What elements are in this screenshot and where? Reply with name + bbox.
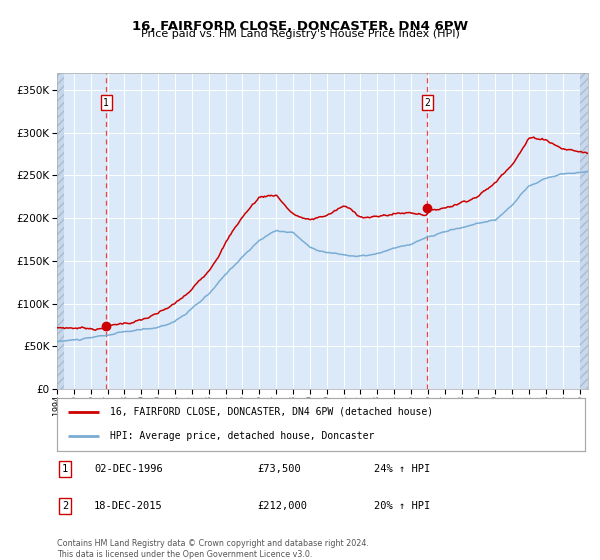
Text: 02-DEC-1996: 02-DEC-1996 xyxy=(94,464,163,474)
Text: 2: 2 xyxy=(62,501,68,511)
Text: 2: 2 xyxy=(424,98,430,108)
Text: Price paid vs. HM Land Registry's House Price Index (HPI): Price paid vs. HM Land Registry's House … xyxy=(140,29,460,39)
Text: £73,500: £73,500 xyxy=(257,464,301,474)
Bar xyxy=(580,73,588,389)
Text: 20% ↑ HPI: 20% ↑ HPI xyxy=(374,501,430,511)
Bar xyxy=(57,73,64,389)
Text: 16, FAIRFORD CLOSE, DONCASTER, DN4 6PW: 16, FAIRFORD CLOSE, DONCASTER, DN4 6PW xyxy=(132,20,468,32)
Text: 1: 1 xyxy=(103,98,109,108)
Text: 16, FAIRFORD CLOSE, DONCASTER, DN4 6PW (detached house): 16, FAIRFORD CLOSE, DONCASTER, DN4 6PW (… xyxy=(110,407,433,417)
Text: 18-DEC-2015: 18-DEC-2015 xyxy=(94,501,163,511)
Text: 24% ↑ HPI: 24% ↑ HPI xyxy=(374,464,430,474)
Text: £212,000: £212,000 xyxy=(257,501,308,511)
Text: 1: 1 xyxy=(62,464,68,474)
Text: Contains HM Land Registry data © Crown copyright and database right 2024.
This d: Contains HM Land Registry data © Crown c… xyxy=(57,539,369,559)
Text: HPI: Average price, detached house, Doncaster: HPI: Average price, detached house, Donc… xyxy=(110,431,374,441)
